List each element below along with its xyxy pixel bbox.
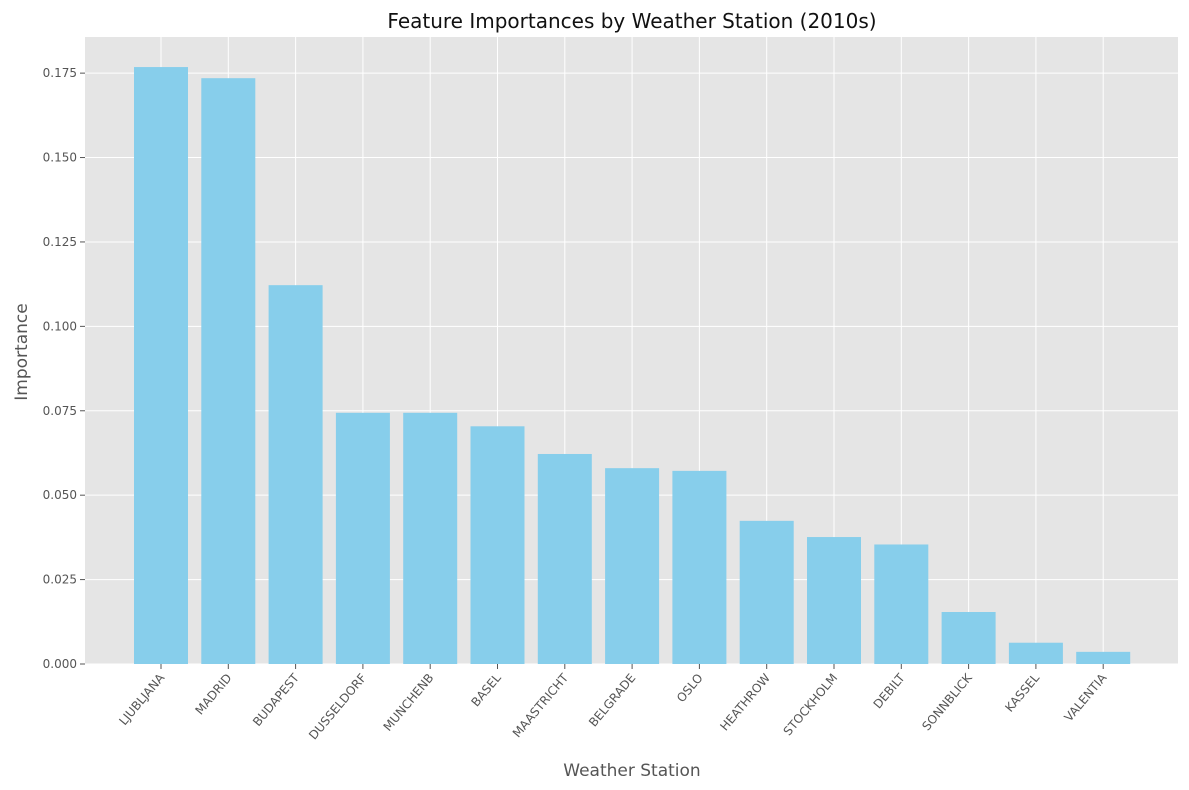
- y-tick-label: 0.100: [43, 319, 77, 333]
- x-tick-label-madrid: MADRID: [192, 671, 234, 717]
- x-tick-label-maastricht: MAASTRICHT: [510, 670, 572, 740]
- y-tick-label: 0.000: [43, 657, 77, 671]
- bar-madrid: [201, 78, 256, 664]
- y-tick-label: 0.175: [43, 66, 77, 80]
- x-tick-label-ljubljana: LJUBLJANA: [116, 670, 168, 728]
- bar-maastricht: [537, 453, 592, 664]
- x-tick-label-basel: BASEL: [468, 671, 504, 710]
- x-tick-label-sonnblick: SONNBLICK: [919, 670, 975, 733]
- bar-stockholm: [807, 537, 861, 664]
- bar-layer: [134, 67, 1131, 665]
- x-tick-label-oslo: OSLO: [674, 671, 706, 705]
- y-tick-label: 0.025: [43, 573, 77, 587]
- y-axis-ticks: 0.000 0.025 0.050 0.075 0.100 0.125 0.150 0.175: [43, 66, 85, 671]
- x-tick-label-budapest: BUDAPEST: [250, 670, 302, 729]
- chart-title: Feature Importances by Weather Station (…: [387, 9, 876, 33]
- bar-oslo: [672, 470, 727, 664]
- x-axis-label: Weather Station: [563, 761, 700, 781]
- bar-budapest: [268, 285, 323, 664]
- y-tick-label: 0.075: [43, 404, 77, 418]
- y-axis-label: Importance: [12, 303, 32, 400]
- y-tick-label: 0.150: [43, 151, 77, 165]
- x-tick-label-dusseldorf: DUSSELDORF: [306, 671, 369, 742]
- bar-valentia: [1076, 651, 1131, 664]
- bar-sonnblick: [941, 612, 996, 664]
- x-tick-label-valentia: VALENTIA: [1062, 670, 1110, 724]
- bar-heathrow: [739, 520, 794, 664]
- x-tick-label-stockholm: STOCKHOLM: [781, 671, 841, 738]
- bar-dusseldorf: [335, 412, 390, 664]
- y-tick-label: 0.050: [43, 488, 77, 502]
- bar-ljubljana: [134, 67, 188, 665]
- y-tick-label: 0.125: [43, 235, 77, 249]
- bar-belgrade: [605, 468, 660, 664]
- x-tick-label-kassel: KASSEL: [1002, 671, 1042, 715]
- bar-debilt: [874, 544, 929, 664]
- x-tick-label-belgrade: BELGRADE: [586, 671, 638, 730]
- x-tick-label-debilt: DEBILT: [871, 670, 908, 711]
- x-axis-ticks: LJUBLJANA MADRID BUDAPEST DUSSELDORF MUNCHEN…: [116, 664, 1110, 742]
- bar-kassel: [1008, 642, 1063, 664]
- x-tick-label-heathrow: HEATHROW: [717, 671, 773, 734]
- x-tick-label-munchenb: MUNCHENB: [381, 671, 437, 734]
- bar-basel: [470, 426, 525, 664]
- bar-munchenb: [403, 412, 458, 664]
